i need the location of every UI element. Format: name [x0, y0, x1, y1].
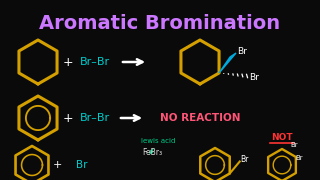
Text: lewis acid: lewis acid	[141, 138, 175, 154]
Text: Br: Br	[295, 155, 303, 161]
Text: Br: Br	[241, 155, 249, 164]
Text: Aromatic Bromination: Aromatic Bromination	[39, 14, 281, 33]
Text: +: +	[52, 160, 62, 170]
Text: Br–Br: Br–Br	[80, 57, 110, 67]
Text: Br: Br	[76, 160, 87, 170]
Text: Br: Br	[290, 142, 298, 148]
Text: +: +	[63, 111, 73, 125]
Text: +: +	[63, 55, 73, 69]
Text: FeBr₃: FeBr₃	[142, 148, 162, 157]
Polygon shape	[219, 53, 236, 73]
Text: Br: Br	[237, 48, 247, 57]
Text: Br–Br: Br–Br	[80, 113, 110, 123]
Text: NO REACTION: NO REACTION	[160, 113, 240, 123]
Text: NOT: NOT	[271, 132, 293, 141]
Text: Br: Br	[249, 73, 259, 82]
